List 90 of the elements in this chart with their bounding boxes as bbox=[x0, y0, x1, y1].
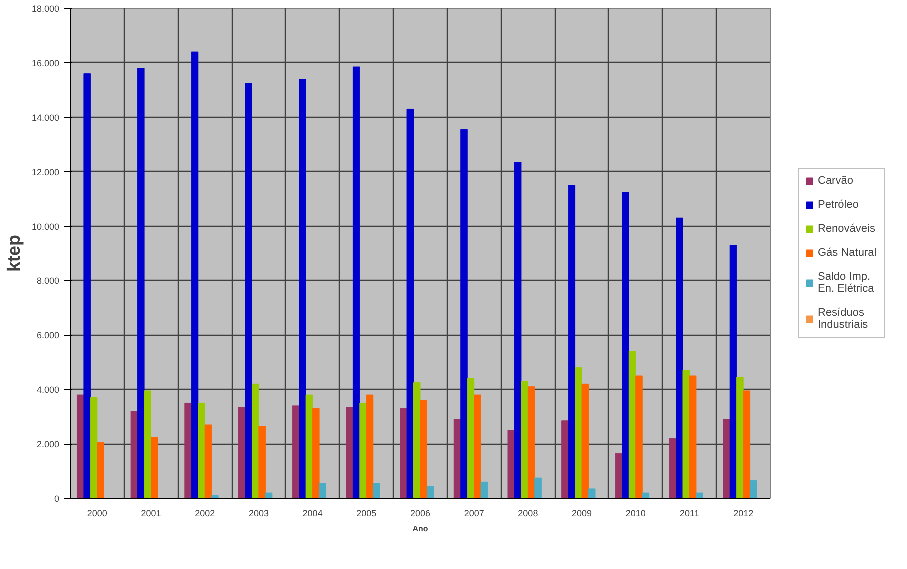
legend-label: Carvão bbox=[818, 175, 854, 187]
bar bbox=[474, 394, 482, 498]
bar bbox=[622, 192, 630, 498]
bar bbox=[245, 83, 252, 498]
bar bbox=[90, 398, 98, 498]
bar bbox=[528, 386, 536, 498]
bar bbox=[352, 66, 360, 498]
x-tick-label: 2001 bbox=[141, 508, 162, 518]
bar bbox=[689, 376, 697, 498]
x-tick-label: 2000 bbox=[87, 508, 108, 518]
bar bbox=[750, 480, 758, 498]
bar bbox=[406, 108, 414, 498]
bar bbox=[84, 74, 91, 498]
bar bbox=[696, 492, 704, 498]
bar bbox=[138, 68, 145, 498]
y-tick-label: 2.000 bbox=[36, 440, 60, 450]
legend-label: Saldo Imp. En. Elétrica bbox=[818, 271, 876, 295]
bar bbox=[426, 486, 434, 498]
bar bbox=[198, 402, 206, 498]
bar bbox=[562, 420, 569, 498]
bar bbox=[97, 442, 104, 498]
y-tick-label: 18.000 bbox=[32, 4, 60, 14]
y-tick-label: 4.000 bbox=[36, 385, 60, 396]
legend-label: Gás Natural bbox=[818, 247, 878, 259]
bar bbox=[534, 478, 542, 498]
bar bbox=[184, 402, 192, 498]
bar bbox=[628, 351, 636, 498]
bar bbox=[346, 407, 354, 498]
bar bbox=[676, 218, 684, 498]
bar bbox=[575, 368, 582, 498]
x-tick-label: 2009 bbox=[572, 508, 592, 518]
x-tick-label: 2003 bbox=[248, 508, 269, 518]
bar bbox=[265, 492, 273, 498]
bar bbox=[144, 390, 152, 498]
bar bbox=[460, 129, 468, 498]
x-tick-label: 2006 bbox=[410, 508, 431, 518]
y-tick-label: 8.000 bbox=[36, 276, 60, 286]
bar bbox=[258, 426, 266, 498]
bar bbox=[669, 438, 677, 498]
bar bbox=[366, 394, 374, 498]
bar bbox=[319, 483, 327, 498]
x-tick-label: 2002 bbox=[195, 508, 216, 518]
x-tick-label: 2005 bbox=[356, 508, 377, 518]
bar bbox=[642, 492, 650, 498]
legend-label: Petróleo bbox=[818, 199, 860, 211]
bar bbox=[521, 381, 528, 498]
bar bbox=[723, 419, 730, 498]
x-tick-label: 2010 bbox=[626, 508, 646, 518]
bar bbox=[480, 482, 488, 498]
bar bbox=[130, 411, 138, 498]
y-tick-label: 14.000 bbox=[32, 112, 60, 123]
y-tick-label: 10.000 bbox=[32, 222, 60, 232]
bar bbox=[76, 394, 84, 498]
legend-label: Renováveis bbox=[818, 223, 876, 235]
bar bbox=[420, 400, 428, 498]
bar bbox=[252, 384, 260, 498]
x-tick-label: 2012 bbox=[734, 508, 754, 518]
bar bbox=[736, 377, 744, 498]
bar bbox=[191, 52, 199, 498]
bar bbox=[682, 370, 690, 498]
bar bbox=[467, 378, 475, 498]
bar bbox=[312, 408, 320, 498]
x-tick-label: 2008 bbox=[518, 508, 538, 518]
bar bbox=[454, 419, 462, 498]
bar bbox=[588, 488, 596, 498]
bar bbox=[730, 245, 738, 498]
y-tick-label: 12.000 bbox=[32, 167, 60, 178]
x-tick-label: 2011 bbox=[680, 508, 700, 518]
y-tick-label: 0 bbox=[54, 494, 60, 504]
bar bbox=[292, 406, 300, 498]
bar bbox=[743, 390, 751, 498]
bar bbox=[568, 185, 576, 498]
bar bbox=[204, 424, 212, 498]
x-tick-label: 2007 bbox=[464, 508, 484, 518]
bar bbox=[414, 382, 421, 498]
bar bbox=[582, 384, 590, 498]
y-tick-label: 16.000 bbox=[32, 58, 60, 68]
bar bbox=[636, 376, 643, 498]
bar bbox=[151, 437, 158, 498]
legend-label: Resíduos Industriais bbox=[818, 307, 870, 331]
bar bbox=[514, 162, 522, 498]
bar bbox=[373, 483, 380, 498]
y-tick-label: 6.000 bbox=[36, 330, 60, 341]
bar bbox=[508, 430, 515, 498]
y-axis-title: ktep bbox=[4, 234, 24, 272]
bar bbox=[299, 79, 306, 498]
x-tick-label: 2004 bbox=[302, 508, 323, 518]
x-axis-title: Ano bbox=[412, 524, 428, 534]
bar bbox=[306, 394, 314, 498]
bar bbox=[360, 402, 367, 498]
